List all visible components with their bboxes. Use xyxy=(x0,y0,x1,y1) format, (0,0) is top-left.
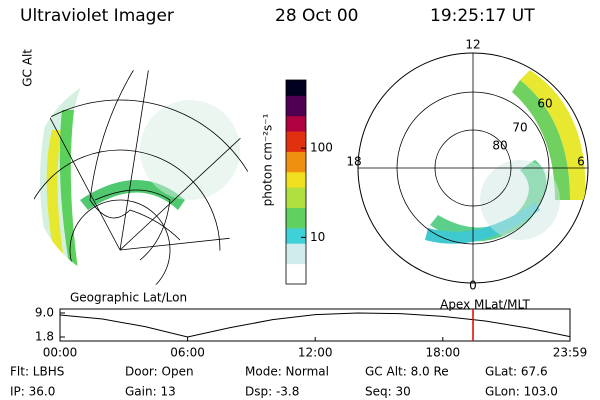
colorbar-cell xyxy=(286,171,306,178)
colorbar-cell xyxy=(286,141,306,147)
colorbar-tick-label: 100 xyxy=(310,141,333,155)
mlat-label: 80 xyxy=(492,139,507,153)
colorbar-cell xyxy=(286,156,306,163)
colorbar-cell xyxy=(286,95,306,101)
colorbar-cell xyxy=(286,192,306,198)
colorbar-cell xyxy=(286,115,306,122)
colorbar-cell xyxy=(286,222,306,229)
colorbar-cell xyxy=(286,131,306,137)
right-panel-label: Apex MLat/MLT xyxy=(440,298,530,312)
info-field: IP: 36.0 xyxy=(10,385,55,399)
colorbar-cell xyxy=(286,136,306,142)
colorbar-cell xyxy=(286,151,306,157)
colorbar-cell xyxy=(286,207,306,214)
mlt-label: 12 xyxy=(465,38,480,52)
title: Ultraviolet Imager xyxy=(20,6,174,26)
info-field: Door: Open xyxy=(125,365,194,379)
colorbar-cell xyxy=(286,80,306,86)
colorbar-cell xyxy=(286,85,306,91)
info-field: Seq: 30 xyxy=(365,385,411,399)
colorbar-cell xyxy=(286,268,306,275)
colorbar-cell xyxy=(286,110,306,117)
mlt-label: 0 xyxy=(469,279,477,293)
altitude-ylabel: GC Alt xyxy=(21,49,35,87)
colorbar-cell xyxy=(286,187,306,193)
colorbar-cell xyxy=(286,125,306,132)
colorbar-cell xyxy=(286,197,306,203)
mlt-label: 6 xyxy=(577,155,585,169)
colorbar-cell xyxy=(286,161,306,168)
mlt-label: 18 xyxy=(346,155,361,169)
info-field: Flt: LBHS xyxy=(10,365,64,379)
info-field: Gain: 13 xyxy=(125,385,176,399)
colorbar-label: photon cm⁻²s⁻¹ xyxy=(261,113,275,206)
mlat-label: 70 xyxy=(512,121,527,135)
colorbar-cell xyxy=(286,182,306,188)
x-tick-label: 06:00 xyxy=(170,346,205,360)
colorbar-tick-label: 10 xyxy=(310,230,325,244)
left-panel-label: Geographic Lat/Lon xyxy=(70,291,187,305)
colorbar-cell xyxy=(286,263,306,270)
colorbar-cell xyxy=(286,233,306,239)
date: 28 Oct 00 xyxy=(275,6,358,26)
info-field: Mode: Normal xyxy=(245,365,329,379)
altitude-line xyxy=(59,312,571,338)
colorbar-cell xyxy=(286,238,306,244)
colorbar-cell xyxy=(286,212,306,219)
colorbar-cell xyxy=(286,100,306,106)
colorbar-cell xyxy=(286,217,306,224)
y-tick-label: 9.0 xyxy=(35,306,54,320)
colorbar-frame xyxy=(285,79,307,285)
colorbar-cell xyxy=(286,176,306,183)
colorbar-cell xyxy=(286,166,306,173)
info-field: GC Alt: 8.0 Re xyxy=(365,365,449,379)
y-tick-label: 1.8 xyxy=(35,330,54,344)
info-field: GLat: 67.6 xyxy=(485,365,548,379)
colorbar-cell xyxy=(286,202,306,208)
x-tick-label: 00:00 xyxy=(43,346,78,360)
x-tick-label: 12:00 xyxy=(298,346,333,360)
colorbar-cell xyxy=(286,105,306,112)
x-tick-label: 23:59 xyxy=(553,346,588,360)
colorbar-cell xyxy=(286,227,306,234)
x-tick-label: 18:00 xyxy=(426,346,461,360)
colorbar-cell xyxy=(286,248,306,254)
info-field: GLon: 103.0 xyxy=(485,385,558,399)
mlat-label: 60 xyxy=(537,97,552,111)
colorbar-cell xyxy=(286,258,306,265)
time: 19:25:17 UT xyxy=(430,6,535,26)
colorbar-cell xyxy=(286,243,306,249)
colorbar-cell xyxy=(286,90,306,96)
info-field: Dsp: -3.8 xyxy=(245,385,299,399)
colorbar-cell xyxy=(286,120,306,127)
colorbar-cell xyxy=(286,278,306,285)
geographic-image xyxy=(32,70,248,286)
polar-grid xyxy=(358,53,588,283)
colorbar-cell xyxy=(286,253,306,259)
polar-image xyxy=(425,70,586,244)
colorbar-cell xyxy=(286,273,306,280)
colorbar-cell xyxy=(286,146,306,152)
